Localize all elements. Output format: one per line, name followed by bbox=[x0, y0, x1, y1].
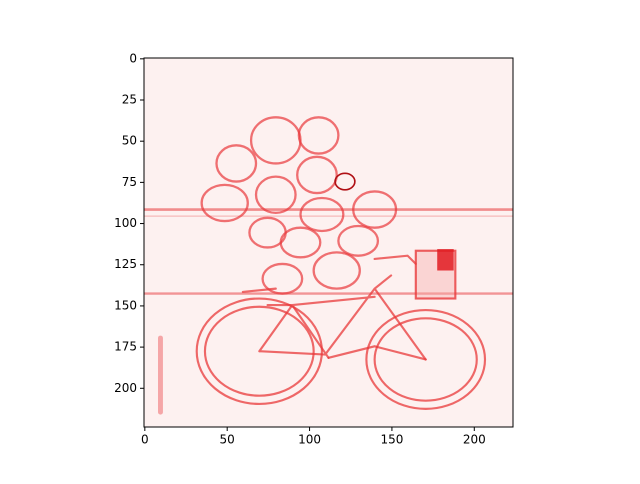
y-tick-label: 200 bbox=[114, 381, 137, 395]
y-tick-label: 75 bbox=[122, 175, 137, 189]
y-tick-label: 25 bbox=[122, 93, 137, 107]
y-tick-label: 125 bbox=[114, 257, 137, 271]
y-tick-label: 50 bbox=[122, 134, 137, 148]
image-content bbox=[144, 116, 513, 415]
x-tick-label: 200 bbox=[463, 433, 486, 447]
y-tick-label: 100 bbox=[114, 216, 137, 230]
y-tick-label: 175 bbox=[114, 340, 137, 354]
axes-frame bbox=[143, 57, 514, 428]
image-background bbox=[144, 58, 513, 427]
x-tick-label: 0 bbox=[141, 433, 149, 447]
x-tick-label: 100 bbox=[298, 433, 321, 447]
y-tick-label: 150 bbox=[114, 298, 137, 312]
y-tick-label: 0 bbox=[129, 51, 137, 65]
x-tick-label: 50 bbox=[220, 433, 235, 447]
x-tick-label: 150 bbox=[380, 433, 403, 447]
